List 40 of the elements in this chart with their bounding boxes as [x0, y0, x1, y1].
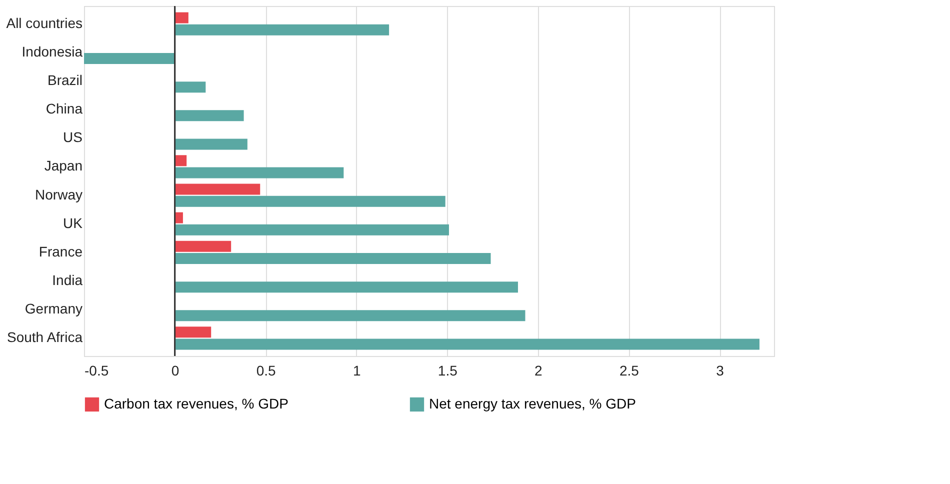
bar: [174, 167, 344, 178]
bar: [174, 224, 449, 236]
x-tick-label: 1: [352, 362, 361, 378]
bar: [174, 310, 526, 322]
bar: [174, 155, 187, 166]
y-tick-label: China: [46, 100, 83, 117]
bar: [174, 326, 212, 338]
bar: [84, 53, 175, 64]
bar: [174, 110, 244, 122]
bar: [174, 138, 248, 150]
bar: [174, 196, 446, 207]
bar: [174, 338, 760, 350]
y-tick-label: India: [52, 272, 83, 288]
bar: [174, 82, 206, 93]
y-tick-label: Germany: [24, 300, 82, 317]
x-tick-label: 0: [171, 362, 180, 378]
x-tick-label: -0.5: [84, 362, 109, 378]
y-tick-label: France: [38, 243, 83, 260]
x-tick-label: 2.5: [620, 362, 640, 378]
x-tick-label: 1.5: [438, 362, 458, 378]
x-tick-label: 3: [716, 362, 724, 378]
y-tick-label: South Africa: [7, 329, 83, 346]
y-tick-label: US: [63, 129, 82, 146]
legend-label: Carbon tax revenues, % GDP: [104, 395, 288, 412]
y-tick-label: Indonesia: [22, 43, 83, 60]
bar: [174, 184, 260, 195]
y-tick-label: UK: [63, 214, 84, 231]
bar: [174, 282, 518, 293]
y-tick-label: Norway: [35, 186, 82, 202]
bar: [174, 24, 390, 36]
y-tick-label: All countries: [6, 14, 82, 31]
bar: [174, 212, 183, 224]
x-tick-label: 2: [534, 362, 543, 378]
y-tick-label: Brazil: [47, 72, 82, 88]
bar: [174, 253, 491, 264]
x-tick-label: 0.5: [256, 362, 276, 378]
bar: [174, 240, 232, 252]
legend-label: Net energy tax revenues, % GDP: [429, 395, 636, 412]
bar: [174, 12, 188, 24]
y-tick-label: Japan: [44, 158, 82, 174]
